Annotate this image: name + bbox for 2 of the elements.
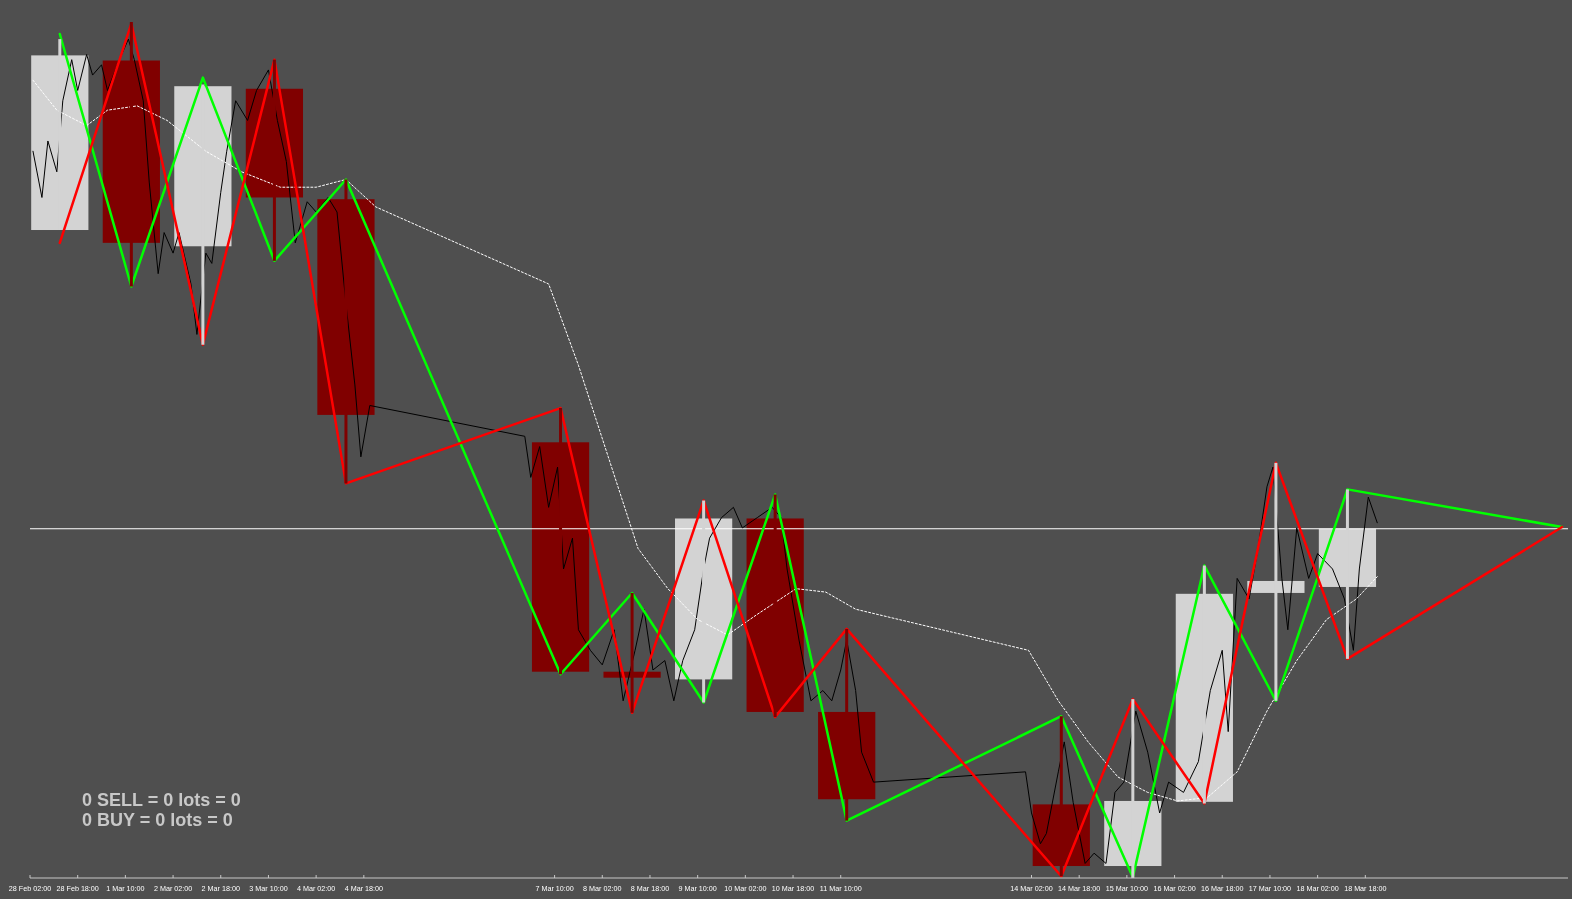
annotation: 0 BUY = 0 lots = 0 xyxy=(82,810,233,830)
annotation: 0 SELL = 0 lots = 0 xyxy=(82,790,241,810)
